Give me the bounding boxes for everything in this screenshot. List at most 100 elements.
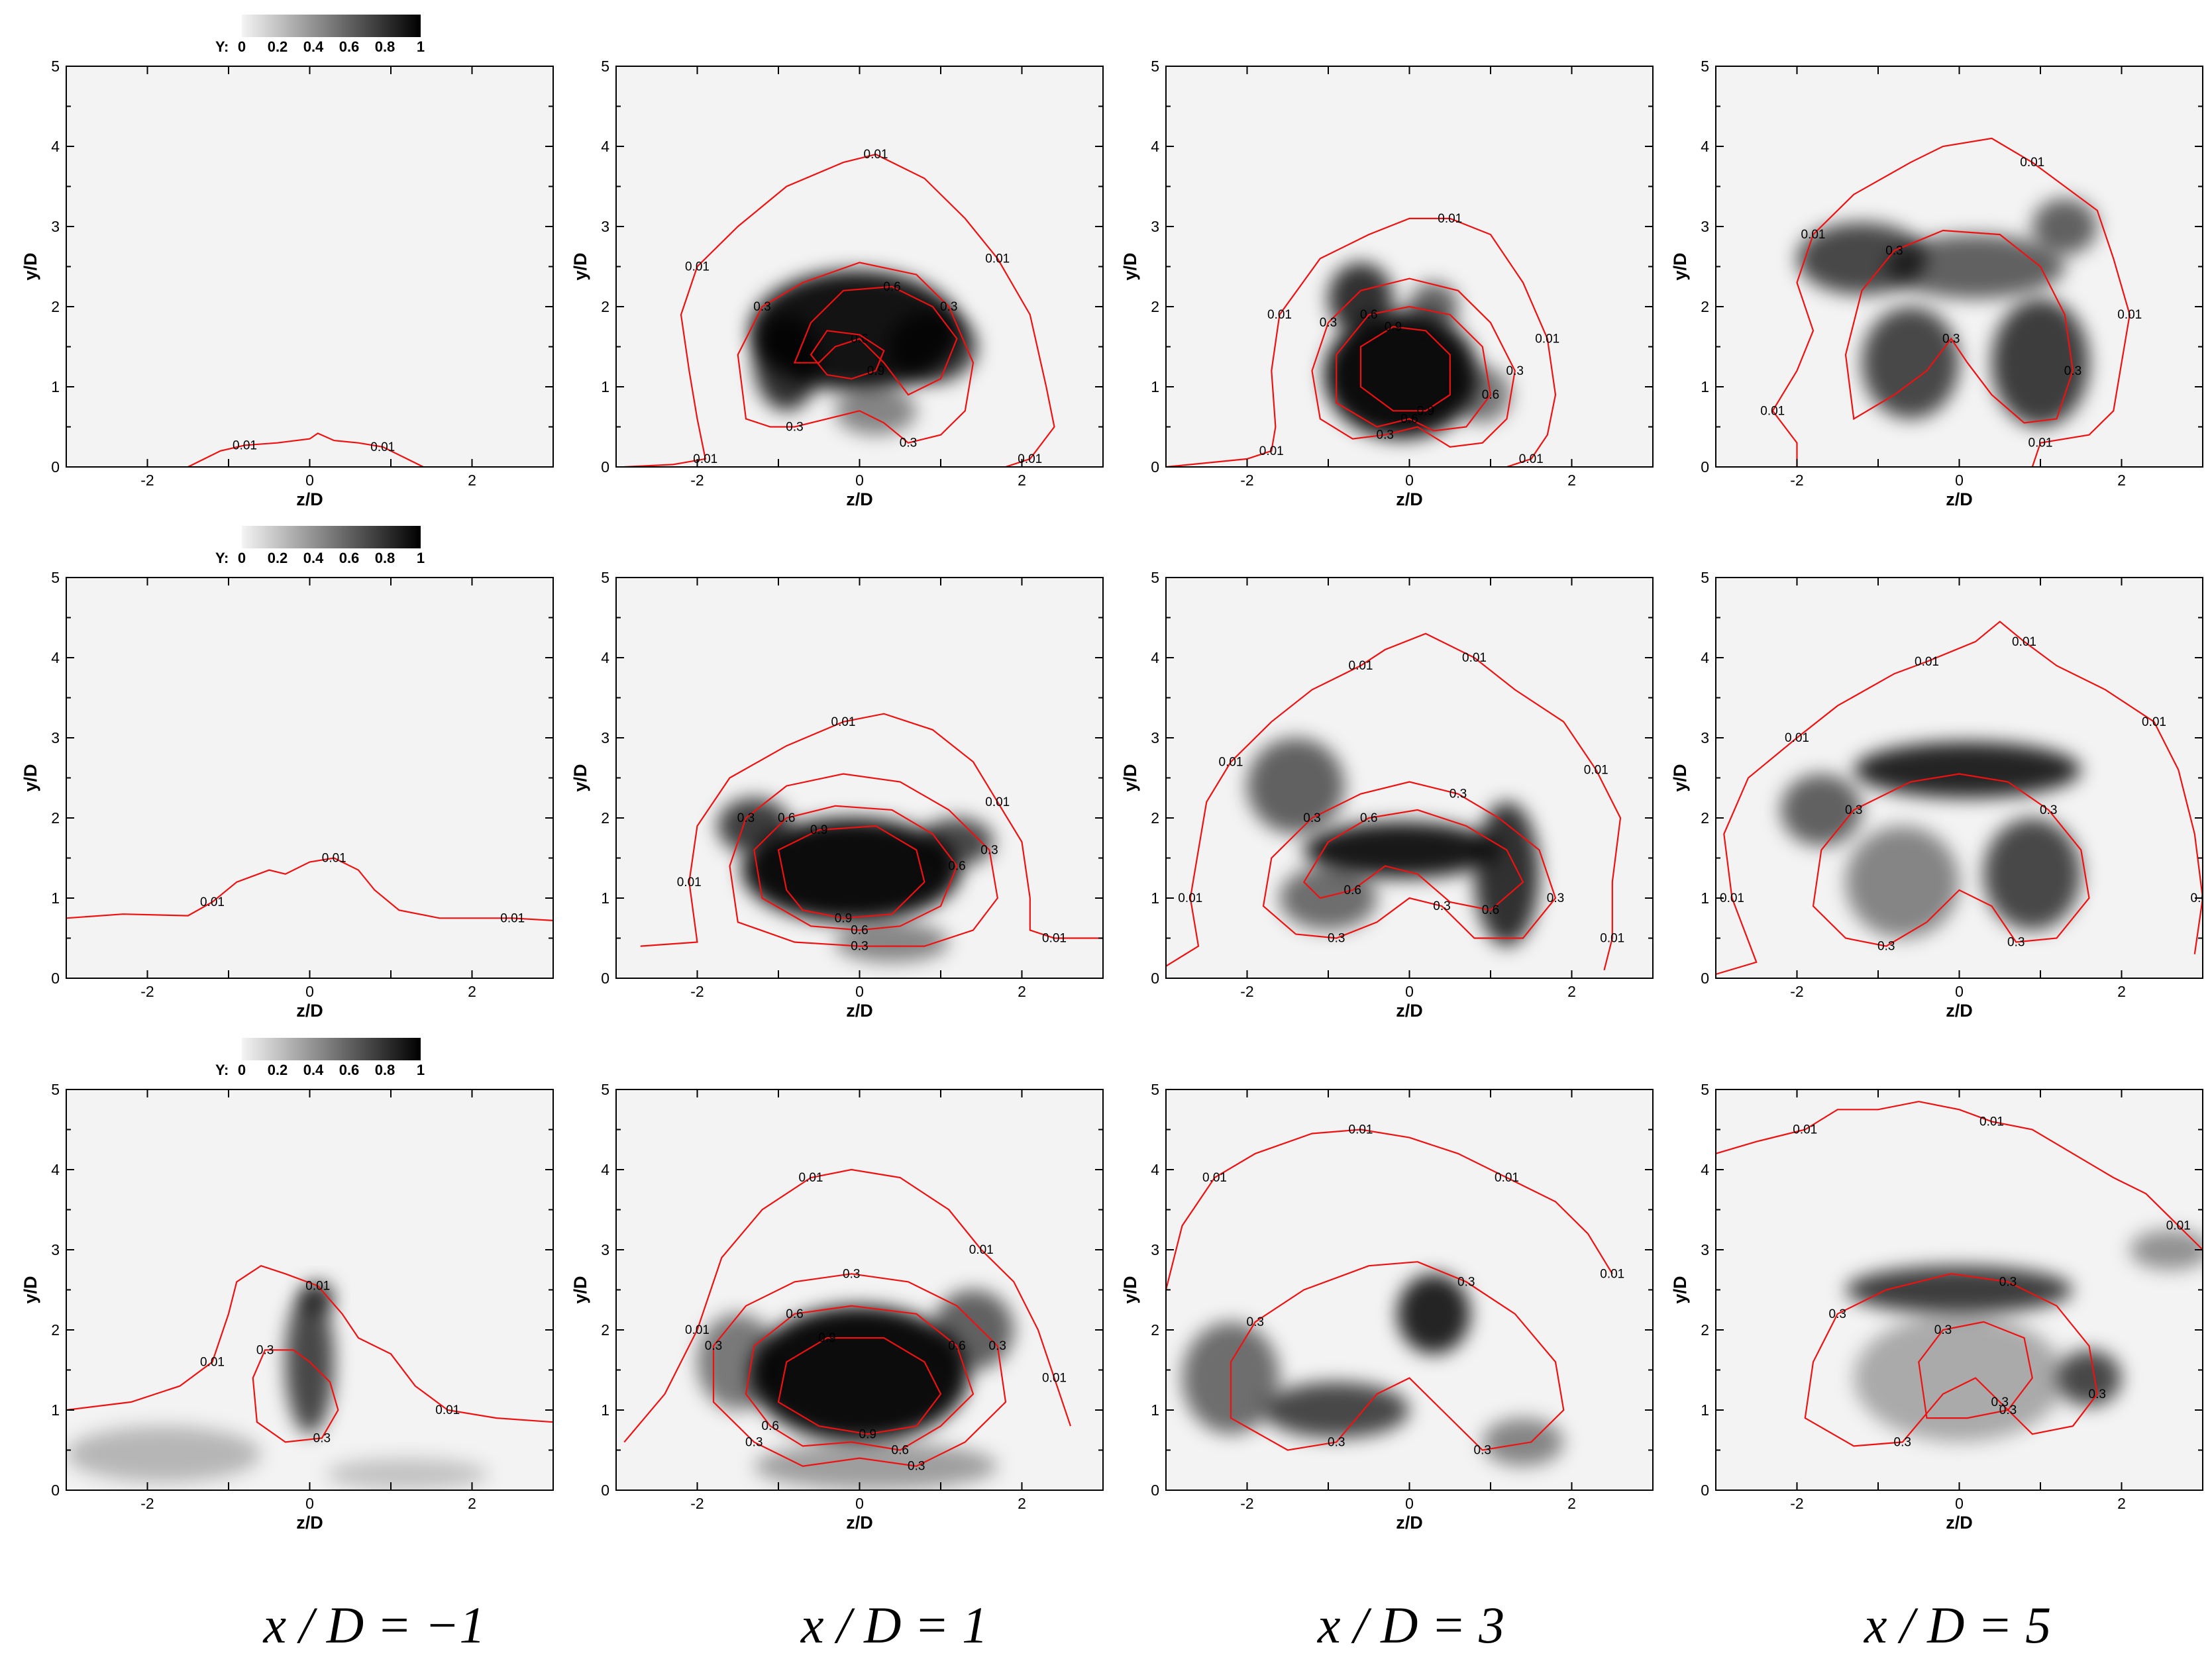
contour-label: 0.01 — [864, 148, 888, 162]
colorbar-tick-label: 0 — [238, 38, 246, 55]
x-tick-label: -2 — [140, 472, 154, 489]
x-axis-title: z/D — [1946, 1001, 1973, 1021]
contour-label: 0.01 — [985, 252, 1010, 266]
colorbar-tick-label: 1 — [417, 38, 425, 55]
y-axis-title: y/D — [21, 252, 40, 280]
y-tick-label: 2 — [1701, 1321, 1709, 1339]
y-tick-label: 0 — [601, 458, 609, 476]
y-axis: 0 1 2 3 4 5 y/D — [570, 58, 1103, 476]
y-axis-title: y/D — [21, 764, 40, 791]
contour-label: 0.01 — [200, 895, 225, 909]
concentration-blob-2 — [888, 311, 978, 383]
contour-label: 0.01 — [1519, 452, 1544, 466]
contour-label: 0.9 — [835, 911, 852, 925]
y-axis-title: y/D — [1120, 764, 1140, 791]
colorbar-tick-label: 0.8 — [375, 550, 395, 566]
concentration-blob-3 — [1482, 1418, 1564, 1466]
contour-label: 0.3 — [1433, 899, 1450, 913]
y-tick-label: 1 — [1151, 378, 1159, 395]
colorbar: Y: 0 0.2 0.4 0.6 0.8 1 — [215, 1038, 425, 1078]
contour-0-3-line — [1311, 278, 1516, 448]
y-axis: 0 1 2 3 4 5 y/D — [1120, 569, 1653, 987]
column-labels: x / D = −1 x / D = 1 x / D = 3 x / D = 5 — [263, 1596, 2052, 1654]
concentration-blob-2 — [1247, 738, 1345, 834]
contour-label: 0.01 — [322, 852, 346, 866]
x-tick-label: 0 — [855, 472, 864, 489]
contour-label: 0.3 — [1999, 1275, 2017, 1289]
y-tick-label: 5 — [1701, 58, 1709, 75]
colorbar-label: Y: — [215, 550, 229, 566]
contour-0-3-line — [1918, 1321, 2033, 1419]
contour-label: 0.01 — [1535, 332, 1559, 346]
contour-label: 0.01 — [693, 452, 717, 466]
x-tick-label: 0 — [305, 983, 314, 1000]
x-tick-label: 2 — [2117, 983, 2126, 1000]
panel-r0-c2: 0.010.010.010.010.010.30.30.30.60.60.60.… — [1120, 58, 1654, 509]
contour-label: 0.3 — [1377, 429, 1394, 442]
x-axis-title: z/D — [846, 489, 873, 509]
y-tick-label: 2 — [1151, 809, 1159, 827]
x-tick-label: -2 — [690, 1495, 704, 1512]
concentration-blob-0 — [1304, 822, 1499, 878]
x-axis-title: z/D — [1396, 1001, 1423, 1021]
contour-0-01-line — [1771, 137, 2131, 467]
panel-r2-c1: 0.01 0.01 0.01 0.01 0.3 0.3 0.3 0.3 0.3 0.6 0.6 0.6… — [570, 1081, 1104, 1533]
concentration-blob-2 — [697, 1313, 778, 1410]
x-axis-title: z/D — [846, 1001, 873, 1021]
concentration-blob-2 — [1409, 282, 1458, 331]
scalar-field — [697, 1290, 1014, 1490]
contour-label: 0.3 — [900, 436, 917, 450]
colorbar-tick-label: 0.4 — [303, 550, 324, 566]
contour-label: 0.3 — [843, 1267, 860, 1281]
x-axis: -2 0 2 z/D — [1715, 1089, 2203, 1533]
colorbar: Y: 0 0.2 0.4 0.6 0.8 1 — [215, 526, 425, 566]
contour-0-9-line — [810, 330, 885, 380]
contour-label: 0.3 — [2089, 1388, 2106, 1401]
y-tick-label: 1 — [1701, 889, 1709, 907]
contour-0-6-line — [745, 1305, 974, 1451]
x-axis-title: z/D — [1946, 1513, 1973, 1533]
contour-label: 0.3 — [1547, 891, 1564, 905]
concentration-blob-2 — [1854, 1313, 2065, 1442]
y-axis-title: y/D — [570, 764, 590, 791]
contour-lines: 0.01 0.01 0.01 0.01 0.01 0.3 0.3 0.3 — [1760, 137, 2142, 467]
x-tick-label: 0 — [1405, 472, 1414, 489]
y-axis: 0 1 2 3 4 5 y/D — [1670, 58, 2203, 476]
contour-label: 0.3 — [1934, 1323, 1952, 1337]
x-tick-label: 2 — [1018, 1495, 1026, 1512]
panel-r0-c3: 0.010.010.010.010.010.30.30.3-2 0 2z/D0123… — [1670, 58, 2203, 509]
x-axis-title: z/D — [1946, 489, 1973, 509]
concentration-blob-1 — [932, 1290, 1014, 1370]
y-tick-label: 3 — [1151, 218, 1159, 235]
x-axis: -2 0 2 z/D — [1165, 66, 1654, 509]
x-tick-label: 2 — [2117, 1495, 2126, 1512]
contour-lines: 0.01 0.01 — [187, 432, 424, 467]
x-tick-label: 0 — [305, 472, 314, 489]
contour-label: 0.01 — [1259, 444, 1284, 458]
y-tick-label: 3 — [1701, 218, 1709, 235]
contour-label: 0.01 — [985, 795, 1010, 809]
colorbar-tick-label: 0 — [238, 550, 246, 566]
x-tick-label: 0 — [1955, 983, 1964, 1000]
column-label-2: x / D = 3 — [1317, 1596, 1504, 1654]
x-tick-label: -2 — [690, 472, 704, 489]
x-axis-title: z/D — [846, 1513, 873, 1533]
contour-label: 0.01 — [1349, 659, 1373, 673]
x-tick-label: 2 — [1567, 983, 1576, 1000]
y-tick-label: 0 — [51, 970, 60, 987]
contour-label: 0.01 — [1979, 1115, 2004, 1129]
concentration-blob-3 — [754, 1442, 998, 1490]
colorbar-label: Y: — [215, 38, 229, 55]
x-tick-label: 2 — [1567, 1495, 1576, 1512]
contour-label: 0.01 — [435, 1403, 460, 1417]
x-tick-label: 2 — [468, 1495, 476, 1512]
contour-label: 0.01 — [799, 1171, 823, 1185]
concentration-blob-2 — [66, 1426, 261, 1482]
y-tick-label: 2 — [601, 809, 609, 827]
y-tick-label: 2 — [601, 1321, 609, 1339]
concentration-blob-1 — [2056, 1350, 2122, 1406]
x-tick-label: -2 — [1240, 983, 1253, 1000]
y-axis-title: y/D — [21, 1276, 40, 1303]
x-tick-label: -2 — [1240, 1495, 1253, 1512]
